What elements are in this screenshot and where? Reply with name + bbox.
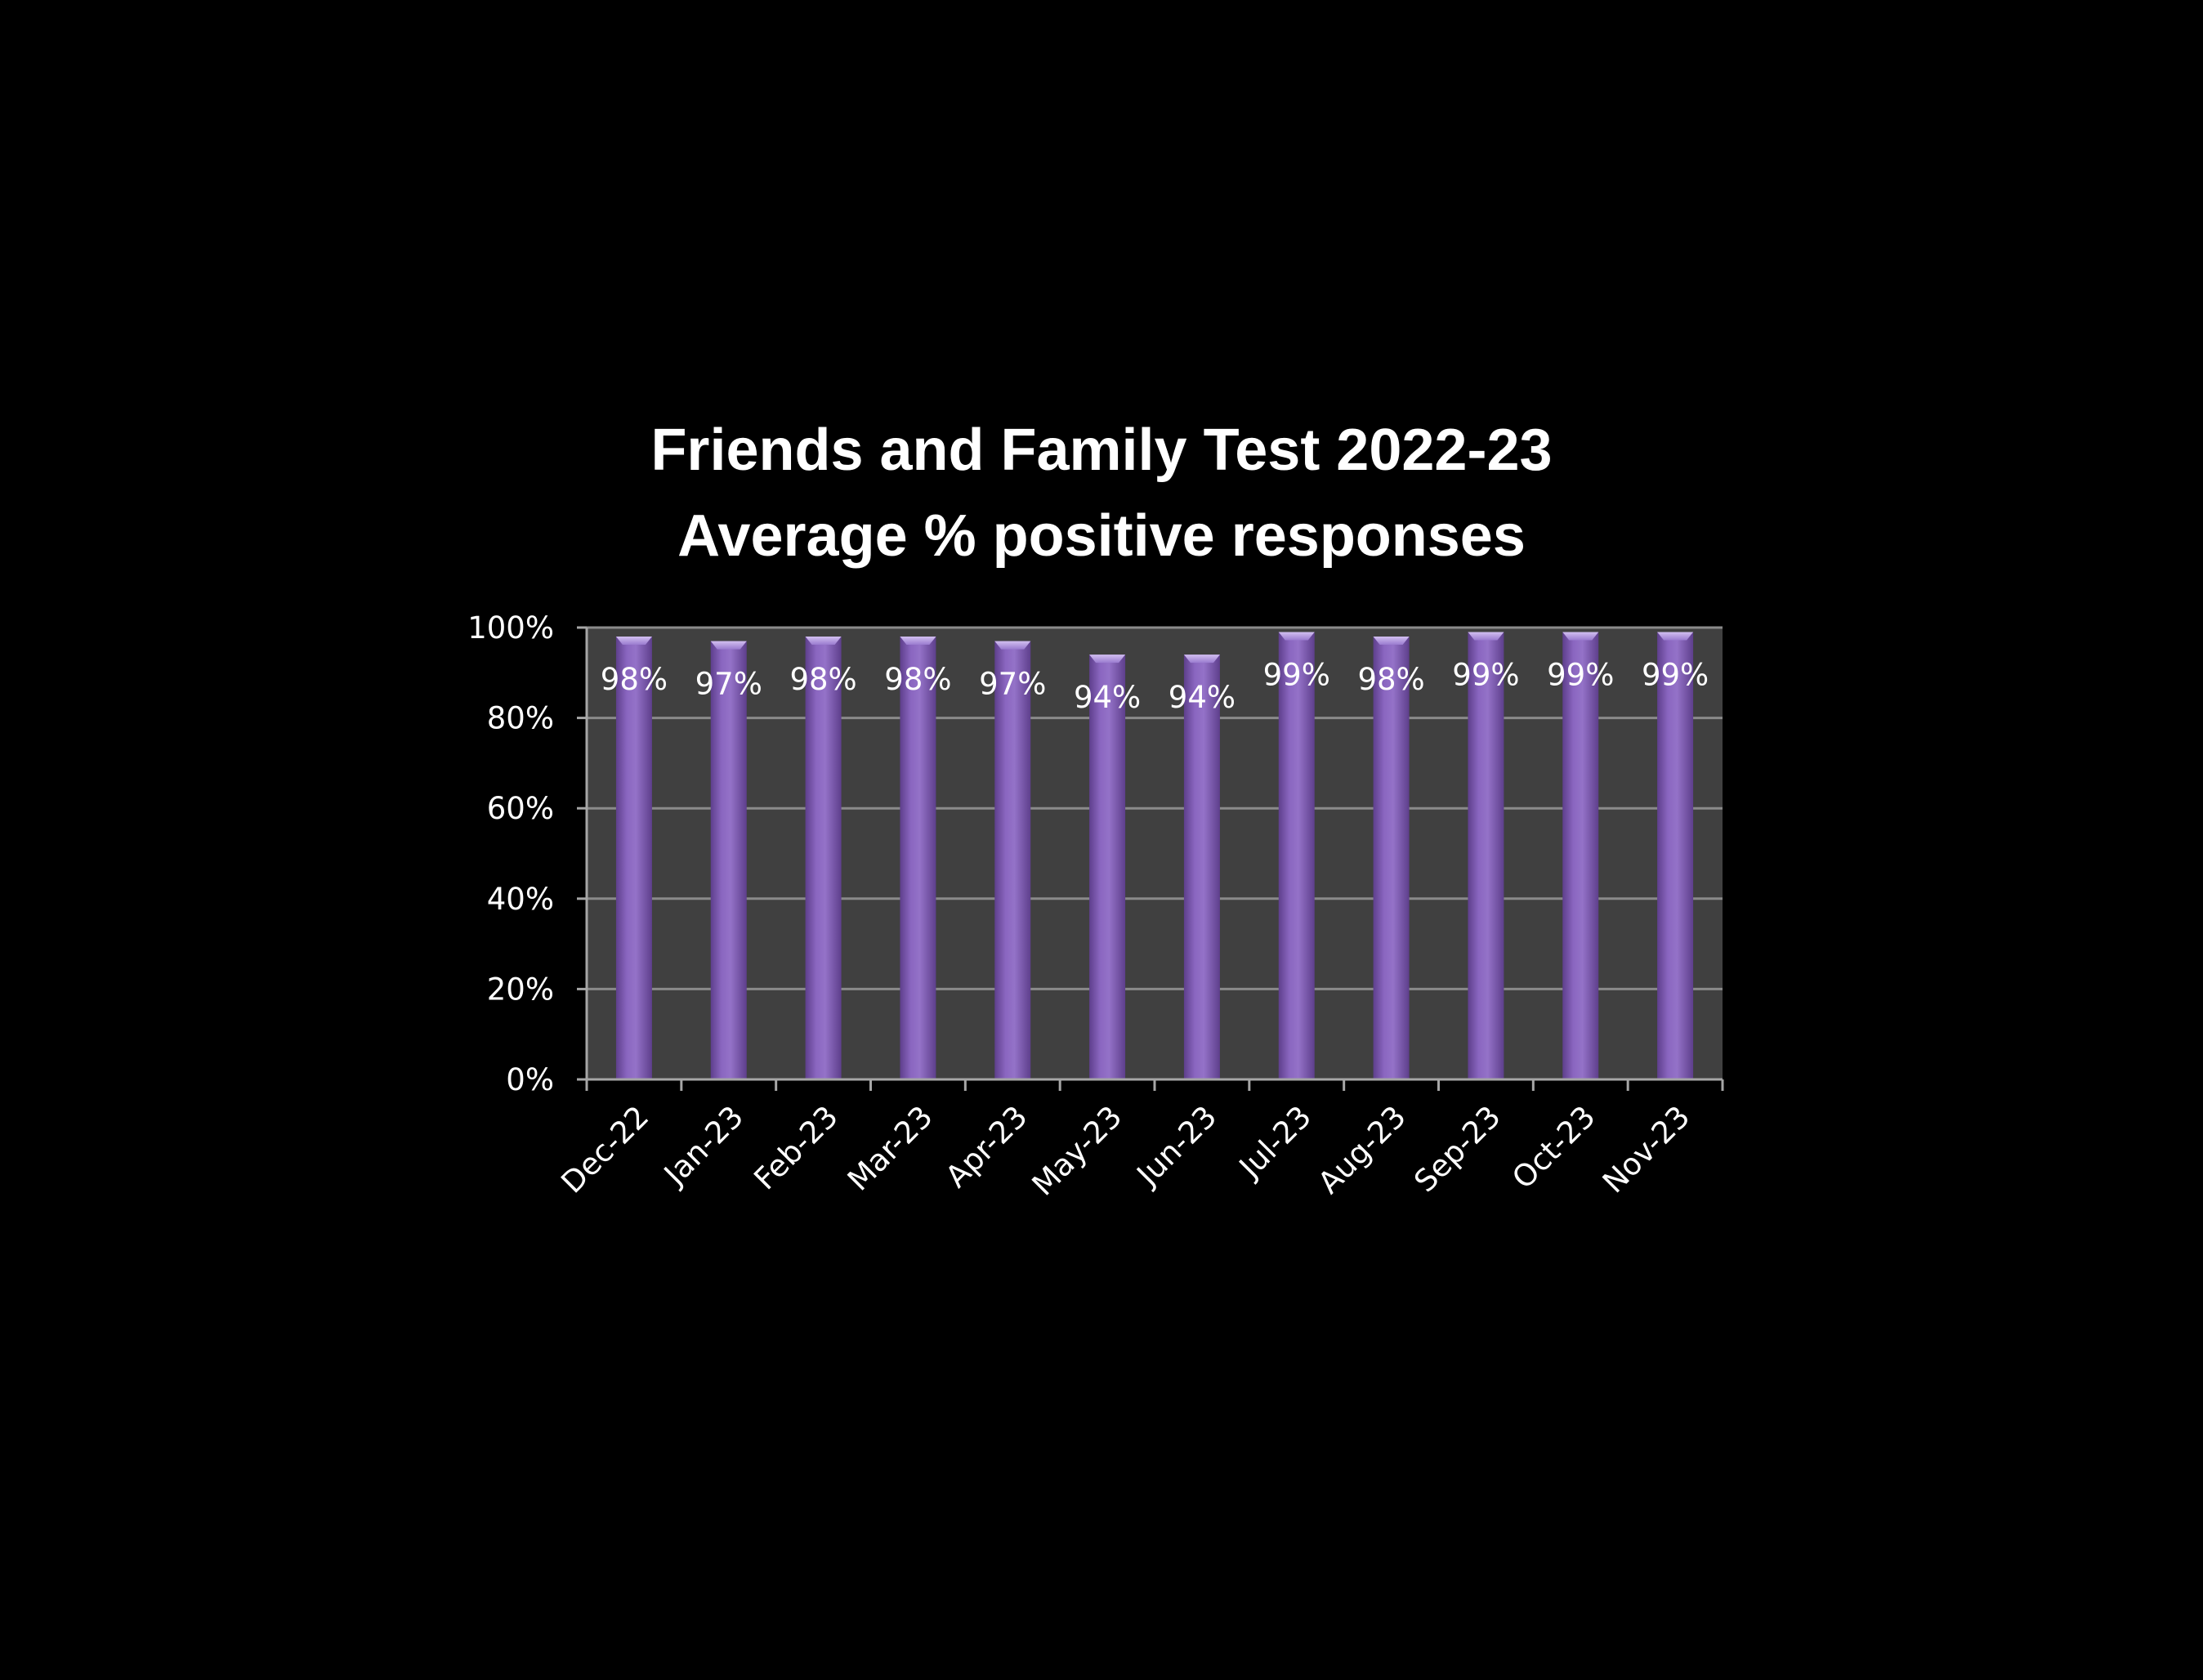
y-tick-label: 0% bbox=[506, 1062, 554, 1097]
x-tick-label: Jun-23 bbox=[1129, 1099, 1223, 1193]
y-tick-label: 40% bbox=[487, 882, 554, 917]
bar-cap bbox=[615, 637, 652, 646]
y-tick-label: 60% bbox=[487, 791, 554, 826]
bar-oct-23 bbox=[1562, 632, 1599, 1079]
data-label-sep-23: 99% bbox=[1452, 658, 1519, 693]
y-tick-label: 80% bbox=[487, 701, 554, 736]
data-label-mar-23: 98% bbox=[884, 662, 951, 697]
bar-jan-23 bbox=[710, 641, 747, 1079]
bar-may-23 bbox=[1089, 655, 1126, 1079]
bar-cap bbox=[805, 637, 842, 646]
bar-cap bbox=[1657, 632, 1694, 641]
chart-subtitle: Average % positive responses bbox=[677, 503, 1526, 569]
data-label-jul-23: 99% bbox=[1263, 658, 1330, 693]
data-label-aug-23: 98% bbox=[1357, 662, 1424, 697]
bars bbox=[615, 632, 1694, 1079]
data-label-jun-23: 94% bbox=[1169, 680, 1236, 715]
data-label-dec-22: 98% bbox=[601, 662, 668, 697]
x-tick-label: Aug-23 bbox=[1312, 1099, 1413, 1200]
data-label-apr-23: 97% bbox=[979, 667, 1046, 702]
y-tick-labels: 0% 20% 40% 60% 80% 100% bbox=[467, 610, 554, 1097]
data-label-jan-23: 97% bbox=[695, 667, 762, 702]
x-tick-label: Jan-23 bbox=[656, 1099, 750, 1193]
bar-cap bbox=[710, 641, 747, 650]
bar-dec-22 bbox=[615, 637, 652, 1079]
data-label-nov-23: 99% bbox=[1642, 658, 1709, 693]
bar-cap bbox=[1089, 655, 1126, 664]
chart-title: Friends and Family Test 2022-23 bbox=[650, 418, 1552, 483]
x-tick-label: May-23 bbox=[1026, 1099, 1129, 1203]
bar-mar-23 bbox=[900, 637, 936, 1079]
bar-sep-23 bbox=[1468, 632, 1504, 1079]
x-tick-label: Apr-23 bbox=[939, 1099, 1034, 1195]
y-tick-label: 100% bbox=[467, 610, 554, 646]
bar-jul-23 bbox=[1278, 632, 1315, 1079]
bar-apr-23 bbox=[994, 641, 1031, 1079]
data-label-feb-23: 98% bbox=[789, 662, 856, 697]
bar-cap bbox=[1278, 632, 1315, 641]
x-tick-label: Feb-23 bbox=[747, 1099, 844, 1196]
axes bbox=[577, 626, 1724, 1091]
bar-cap bbox=[1373, 637, 1410, 646]
data-label-oct-23: 99% bbox=[1547, 658, 1614, 693]
x-tick-label: Oct-23 bbox=[1505, 1099, 1602, 1195]
x-tick-label: Jul-23 bbox=[1231, 1099, 1318, 1186]
x-tick-label: Nov-23 bbox=[1596, 1099, 1697, 1200]
data-label-may-23: 94% bbox=[1074, 680, 1141, 715]
bar-cap bbox=[1468, 632, 1504, 641]
bar-cap bbox=[900, 637, 936, 646]
bar-cap bbox=[1562, 632, 1599, 641]
gridlines bbox=[587, 626, 1723, 990]
bar-cap bbox=[994, 641, 1031, 650]
bar-aug-23 bbox=[1373, 637, 1410, 1079]
bar-jun-23 bbox=[1183, 655, 1220, 1079]
bar-feb-23 bbox=[805, 637, 842, 1079]
y-tick-label: 20% bbox=[487, 972, 554, 1007]
x-tick-label: Dec-22 bbox=[555, 1099, 656, 1200]
x-tick-label: Mar-23 bbox=[841, 1099, 940, 1198]
plot-area bbox=[587, 628, 1723, 1079]
bar-nov-23 bbox=[1657, 632, 1694, 1079]
bar-cap bbox=[1183, 655, 1220, 664]
x-tick-label: Sep-23 bbox=[1407, 1099, 1507, 1199]
data-labels: 98% 97% 98% 98% 97% 94% 94% 99% 98% 99% 99% 99% bbox=[601, 658, 1709, 716]
